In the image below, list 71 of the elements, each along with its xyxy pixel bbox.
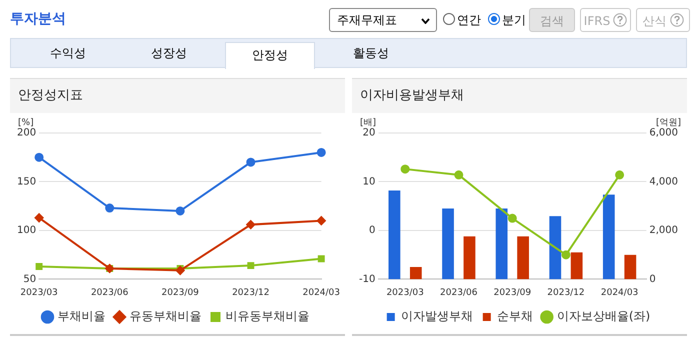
- point: [176, 206, 185, 216]
- bar: [388, 190, 400, 280]
- point: [561, 250, 570, 260]
- y-tick-label: -10: [358, 274, 376, 285]
- point: [34, 152, 44, 162]
- point: [246, 220, 256, 230]
- x-tick-label: 2024/03: [302, 288, 340, 298]
- point: [34, 213, 44, 222]
- y-tick-label: 10: [362, 176, 376, 188]
- y-tick-label: 100: [16, 225, 36, 236]
- x-tick-label: 2024/03: [600, 288, 638, 298]
- point: [247, 262, 254, 270]
- text: 산식: [636, 8, 690, 32]
- y-tick-label: 50: [23, 274, 36, 285]
- chart-title: 안정성지표: [10, 78, 345, 113]
- point: [176, 266, 185, 275]
- legend-label: 비유동부채비율: [226, 309, 310, 324]
- text: 활동성: [352, 45, 390, 62]
- bar: [496, 208, 508, 280]
- text: 투자분석: [10, 10, 66, 28]
- y2-tick-label: 0: [649, 274, 656, 285]
- point: [615, 170, 624, 180]
- y2-tick-label: 6,000: [649, 128, 678, 139]
- text: 안정성: [225, 42, 315, 69]
- legend-label: 이자보상배율(좌): [556, 309, 650, 324]
- point: [508, 214, 517, 223]
- text: 연간: [456, 12, 481, 29]
- text: 분기: [501, 12, 526, 29]
- bar: [517, 236, 529, 280]
- y-tick-label: 20: [362, 128, 376, 139]
- legend-label: 순부채: [496, 309, 533, 324]
- point: [454, 170, 464, 180]
- bar: [624, 254, 636, 280]
- y2-tick-label: 4,000: [649, 176, 678, 188]
- chart-title: 이자비용발생부채: [352, 78, 687, 113]
- y-axis-title: [%]: [18, 118, 34, 128]
- x-tick-label: 2023/06: [440, 288, 478, 298]
- x-tick-label: 2023/09: [162, 288, 200, 298]
- y-tick-label: 150: [16, 176, 36, 188]
- y-axis-title: [배]: [360, 118, 376, 128]
- y-tick-label: 200: [16, 128, 36, 139]
- bar: [549, 216, 562, 280]
- bar: [410, 267, 422, 280]
- x-tick-label: 2023/03: [386, 288, 424, 298]
- legend-label: 유동부채비율: [130, 309, 202, 324]
- point: [318, 255, 325, 262]
- x-tick-label: 2023/12: [232, 288, 270, 298]
- y2-axis-title: [억원]: [656, 118, 681, 128]
- x-tick-label: 2023/06: [90, 288, 129, 298]
- text: 성장성: [150, 45, 188, 62]
- x-tick-label: 2023/12: [547, 288, 585, 298]
- text: 주재무제표: [329, 8, 437, 32]
- x-tick-label: 2023/09: [494, 288, 532, 298]
- y2-tick-label: 2,000: [649, 225, 678, 236]
- text: 수익성: [49, 45, 87, 62]
- legend-label: 이자발생부채: [400, 309, 473, 324]
- y-tick-label: 0: [368, 225, 376, 236]
- point: [105, 204, 114, 213]
- text: 검색: [529, 8, 575, 32]
- point: [400, 164, 410, 174]
- point: [316, 216, 326, 226]
- x-tick-label: 2023/03: [20, 288, 58, 298]
- point: [36, 263, 43, 270]
- bar: [464, 236, 476, 280]
- point: [316, 148, 326, 157]
- bar: [602, 194, 615, 280]
- legend-label: 부채비율: [58, 309, 106, 324]
- bar: [570, 252, 583, 280]
- bar: [442, 208, 454, 280]
- point: [246, 158, 256, 167]
- text: IFRS: [580, 8, 631, 32]
